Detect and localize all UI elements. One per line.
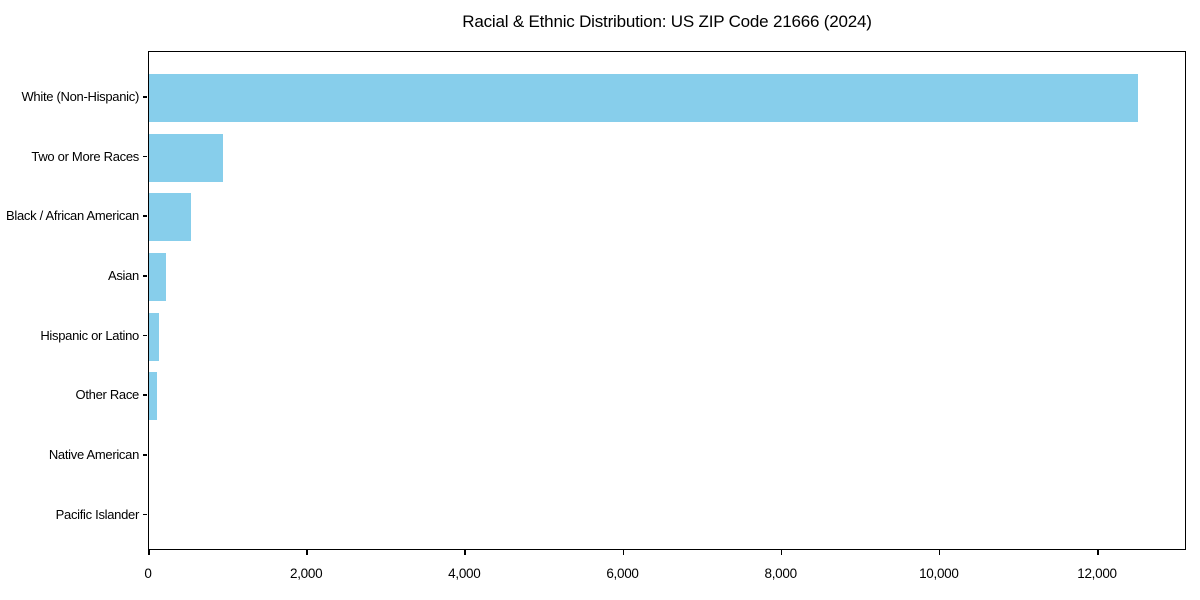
x-tick-mark <box>464 550 466 555</box>
y-tick-mark <box>143 96 147 98</box>
y-tick-label: Pacific Islander <box>55 506 140 522</box>
x-tick-label: 4,000 <box>448 566 481 581</box>
bar <box>149 133 223 182</box>
y-tick-label: Asian <box>107 268 139 283</box>
x-tick-label: 12,000 <box>1077 566 1117 581</box>
chart-title: Racial & Ethnic Distribution: US ZIP Cod… <box>462 12 872 31</box>
x-tick-label: 0 <box>144 566 152 581</box>
y-tick-mark <box>143 454 147 456</box>
y-tick-mark <box>143 215 147 217</box>
x-tick-mark <box>622 550 624 555</box>
bar <box>149 312 160 361</box>
bar <box>149 372 157 421</box>
x-tick-label: 8,000 <box>764 566 798 581</box>
bar <box>149 253 166 301</box>
y-tick-mark <box>143 394 147 396</box>
bar <box>149 74 1138 122</box>
y-tick-label: Other Race <box>75 387 140 403</box>
x-tick-mark <box>148 550 150 555</box>
x-tick-mark <box>780 550 783 555</box>
x-tick-mark <box>306 550 308 555</box>
plot-area <box>148 51 1186 550</box>
y-tick-label: Hispanic or Latino <box>40 327 139 343</box>
x-tick-mark <box>1097 550 1099 555</box>
x-tick-mark <box>938 550 941 555</box>
x-tick-label: 2,000 <box>290 566 323 581</box>
y-tick-mark <box>143 275 147 277</box>
y-tick-label: White (Non-Hispanic) <box>21 89 139 104</box>
x-tick-label: 6,000 <box>606 566 639 581</box>
y-tick-label: Two or More Races <box>31 148 139 164</box>
y-tick-label: Native American <box>48 447 139 463</box>
x-tick-label: 10,000 <box>919 566 959 581</box>
y-tick-label: Black / African American <box>6 208 139 224</box>
bar <box>149 193 191 242</box>
y-tick-mark <box>143 155 147 158</box>
y-tick-mark <box>143 334 147 337</box>
y-tick-mark <box>143 513 147 516</box>
